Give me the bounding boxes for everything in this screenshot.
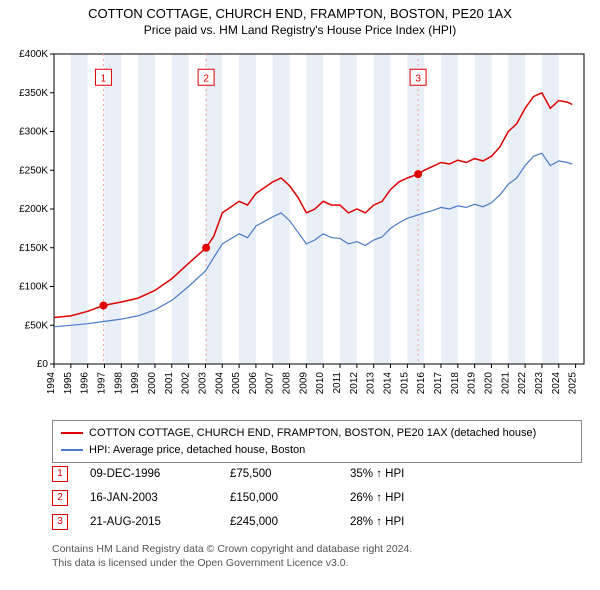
svg-text:2022: 2022 <box>517 372 528 395</box>
sale-date: 16-JAN-2003 <box>90 492 230 504</box>
svg-text:1996: 1996 <box>80 372 91 395</box>
svg-text:2001: 2001 <box>164 372 175 395</box>
svg-text:2: 2 <box>203 73 209 84</box>
legend: COTTON COTTAGE, CHURCH END, FRAMPTON, BO… <box>52 420 582 463</box>
footnote-line: Contains HM Land Registry data © Crown c… <box>52 542 412 556</box>
sale-row: 1 09-DEC-1996 £75,500 35% ↑ HPI <box>52 462 582 486</box>
svg-text:1994: 1994 <box>46 372 57 395</box>
svg-text:£350K: £350K <box>19 88 48 99</box>
sale-hpi: 35% ↑ HPI <box>350 468 404 480</box>
sale-badge: 1 <box>52 466 68 482</box>
legend-row-hpi: HPI: Average price, detached house, Bost… <box>61 442 573 459</box>
svg-text:2024: 2024 <box>551 372 562 395</box>
footnote: Contains HM Land Registry data © Crown c… <box>52 542 412 570</box>
svg-text:2012: 2012 <box>349 372 360 395</box>
svg-text:3: 3 <box>415 73 421 84</box>
chart-svg: £0 £50K £100K £150K £200K £250K £300K £350K £400… <box>10 48 590 410</box>
svg-text:£250K: £250K <box>19 165 48 176</box>
svg-text:2000: 2000 <box>147 372 158 395</box>
svg-text:2018: 2018 <box>450 372 461 395</box>
legend-row-property: COTTON COTTAGE, CHURCH END, FRAMPTON, BO… <box>61 425 573 442</box>
svg-text:£200K: £200K <box>19 204 48 215</box>
legend-swatch-property <box>61 432 83 434</box>
svg-text:2017: 2017 <box>433 372 444 395</box>
legend-swatch-hpi <box>61 449 83 451</box>
sales-table: 1 09-DEC-1996 £75,500 35% ↑ HPI 2 16-JAN… <box>52 462 582 534</box>
sale-hpi: 26% ↑ HPI <box>350 492 404 504</box>
svg-text:2020: 2020 <box>483 372 494 395</box>
legend-label-hpi: HPI: Average price, detached house, Bost… <box>89 442 305 459</box>
svg-text:1999: 1999 <box>130 372 141 395</box>
svg-text:2014: 2014 <box>383 372 394 395</box>
svg-text:2005: 2005 <box>231 372 242 395</box>
svg-text:2013: 2013 <box>366 372 377 395</box>
page: COTTON COTTAGE, CHURCH END, FRAMPTON, BO… <box>0 0 600 590</box>
svg-text:£0: £0 <box>37 359 49 370</box>
sale-price: £150,000 <box>230 492 350 504</box>
sale-price: £75,500 <box>230 468 350 480</box>
svg-text:2025: 2025 <box>568 372 579 395</box>
svg-text:£50K: £50K <box>25 320 49 331</box>
legend-label-property: COTTON COTTAGE, CHURCH END, FRAMPTON, BO… <box>89 425 536 442</box>
svg-text:2023: 2023 <box>534 372 545 395</box>
svg-text:2006: 2006 <box>248 372 259 395</box>
svg-text:2019: 2019 <box>467 372 478 395</box>
svg-text:2007: 2007 <box>265 372 276 395</box>
sale-date: 21-AUG-2015 <box>90 516 230 528</box>
sale-row: 3 21-AUG-2015 £245,000 28% ↑ HPI <box>52 510 582 534</box>
svg-text:2016: 2016 <box>416 372 427 395</box>
footnote-line: This data is licensed under the Open Gov… <box>52 556 412 570</box>
svg-text:2009: 2009 <box>298 372 309 395</box>
svg-text:2004: 2004 <box>214 372 225 395</box>
svg-text:2011: 2011 <box>332 372 343 394</box>
svg-text:2003: 2003 <box>197 372 208 395</box>
sale-row: 2 16-JAN-2003 £150,000 26% ↑ HPI <box>52 486 582 510</box>
chart: £0 £50K £100K £150K £200K £250K £300K £350K £400… <box>10 48 590 410</box>
svg-text:1998: 1998 <box>113 372 124 395</box>
svg-text:£150K: £150K <box>19 243 48 254</box>
svg-text:2002: 2002 <box>181 372 192 395</box>
svg-text:2021: 2021 <box>500 372 511 395</box>
svg-text:1995: 1995 <box>63 372 74 395</box>
svg-text:2015: 2015 <box>399 372 410 395</box>
svg-text:1997: 1997 <box>96 372 107 395</box>
sale-badge: 3 <box>52 514 68 530</box>
chart-title: COTTON COTTAGE, CHURCH END, FRAMPTON, BO… <box>0 6 600 21</box>
svg-text:2008: 2008 <box>282 372 293 395</box>
svg-text:2010: 2010 <box>315 372 326 395</box>
svg-text:1: 1 <box>101 73 107 84</box>
svg-text:£400K: £400K <box>19 49 48 60</box>
sale-badge: 2 <box>52 490 68 506</box>
titles: COTTON COTTAGE, CHURCH END, FRAMPTON, BO… <box>0 0 600 37</box>
svg-text:£100K: £100K <box>19 282 48 293</box>
sale-date: 09-DEC-1996 <box>90 468 230 480</box>
chart-subtitle: Price paid vs. HM Land Registry's House … <box>0 23 600 37</box>
sale-price: £245,000 <box>230 516 350 528</box>
svg-text:£300K: £300K <box>19 127 48 138</box>
sale-hpi: 28% ↑ HPI <box>350 516 404 528</box>
